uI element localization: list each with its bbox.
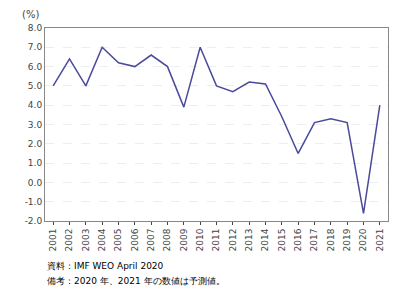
svg-text:2011: 2011 xyxy=(211,229,221,252)
svg-text:2020: 2020 xyxy=(358,228,368,251)
svg-text:2019: 2019 xyxy=(342,228,352,251)
svg-text:(%): (%) xyxy=(22,9,39,20)
svg-text:2017: 2017 xyxy=(309,229,319,252)
svg-text:0.0: 0.0 xyxy=(28,178,43,188)
svg-text:2010: 2010 xyxy=(195,228,205,251)
svg-text:2014: 2014 xyxy=(260,228,270,251)
svg-text:2018: 2018 xyxy=(326,228,336,251)
svg-text:2006: 2006 xyxy=(130,228,140,251)
svg-text:2002: 2002 xyxy=(64,229,74,252)
svg-text:2008: 2008 xyxy=(162,228,172,251)
svg-text:4.0: 4.0 xyxy=(28,100,43,110)
svg-text:6.0: 6.0 xyxy=(28,62,43,72)
svg-text:資料：IMF WEO April 2020: 資料：IMF WEO April 2020 xyxy=(47,261,164,271)
svg-text:2016: 2016 xyxy=(293,228,303,251)
svg-text:-1.0: -1.0 xyxy=(25,197,43,207)
svg-text:2007: 2007 xyxy=(146,229,156,252)
svg-text:3.0: 3.0 xyxy=(28,120,43,130)
svg-text:5.0: 5.0 xyxy=(28,81,43,91)
svg-text:2015: 2015 xyxy=(277,229,287,252)
svg-text:2004: 2004 xyxy=(97,228,107,251)
svg-text:1.0: 1.0 xyxy=(28,158,43,168)
svg-text:2009: 2009 xyxy=(179,228,189,251)
svg-text:2012: 2012 xyxy=(228,229,238,252)
svg-text:備考：2020 年、2021 年の数値は予測値。: 備考：2020 年、2021 年の数値は予測値。 xyxy=(47,276,225,286)
svg-text:2001: 2001 xyxy=(48,229,58,252)
svg-text:-2.0: -2.0 xyxy=(25,216,43,226)
svg-text:8.0: 8.0 xyxy=(28,23,43,33)
svg-text:2005: 2005 xyxy=(113,229,123,252)
svg-text:2003: 2003 xyxy=(81,229,91,252)
svg-text:2013: 2013 xyxy=(244,229,254,252)
svg-text:2021: 2021 xyxy=(375,229,385,252)
svg-text:2.0: 2.0 xyxy=(28,139,43,149)
svg-text:7.0: 7.0 xyxy=(28,42,43,52)
